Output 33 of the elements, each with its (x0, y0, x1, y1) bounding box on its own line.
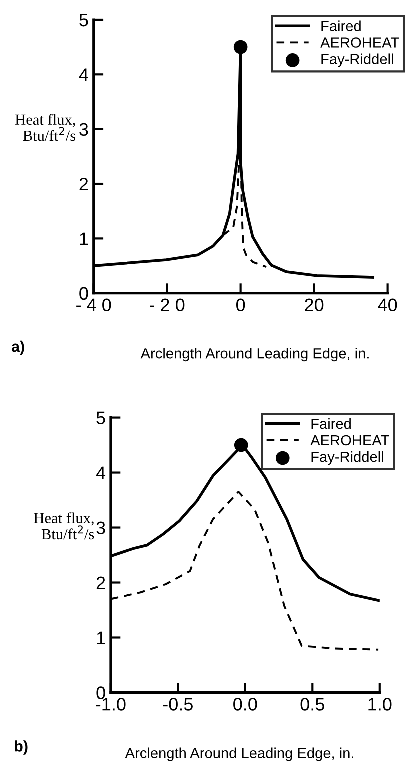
y-tick-label: 1 (80, 232, 88, 246)
y-tick-label: 2 (80, 178, 88, 191)
text: a) (12, 340, 24, 356)
x-tick-label: 40 (378, 298, 398, 312)
y-tick-label: 1 (97, 632, 106, 644)
y-tick-label: 3 (80, 123, 88, 136)
y-tick-label: 5 (96, 412, 106, 425)
legend-label: AEROHEAT (320, 38, 400, 48)
x-tick-label: 0 (236, 298, 246, 312)
x-tick-label: 0.0 (234, 698, 258, 711)
text: b) (15, 740, 28, 755)
x-tick-label: 0.5 (300, 698, 324, 711)
y-axis-title: Heat flux, Btu/ft$^{2}$/s (16, 114, 76, 142)
y-tick-label: 2 (96, 576, 106, 590)
x-axis-title: Arclength Around Leading Edge, in. (125, 748, 354, 762)
legend-label: AEROHEAT (310, 435, 390, 446)
legend-label: Faired (322, 20, 361, 32)
x-tick-label: 1.0 (368, 698, 392, 711)
y-tick-label: 4 (79, 68, 88, 82)
legend-label: Fay-Riddell (312, 451, 384, 466)
x-tick-label: - 2 0 (150, 298, 185, 312)
y-tick-label: 4 (96, 466, 106, 480)
legend-label: Faired (312, 418, 351, 430)
legend-label: Fay-Riddell (322, 54, 394, 68)
y-tick-label: 0 (96, 686, 106, 700)
x-axis-title: Arclength Around Leading Edge, in. (140, 348, 369, 362)
y-tick-label: 5 (80, 14, 88, 27)
y-tick-label: 0 (80, 287, 88, 300)
x-tick-label: -0.5 (163, 698, 193, 711)
x-tick-label: 20 (305, 298, 324, 312)
y-axis-title: Heat flux, Btu/ft$^{2}$/s (34, 512, 94, 540)
y-tick-label: 3 (96, 522, 106, 534)
x-tick-label: -1.0 (96, 698, 126, 711)
